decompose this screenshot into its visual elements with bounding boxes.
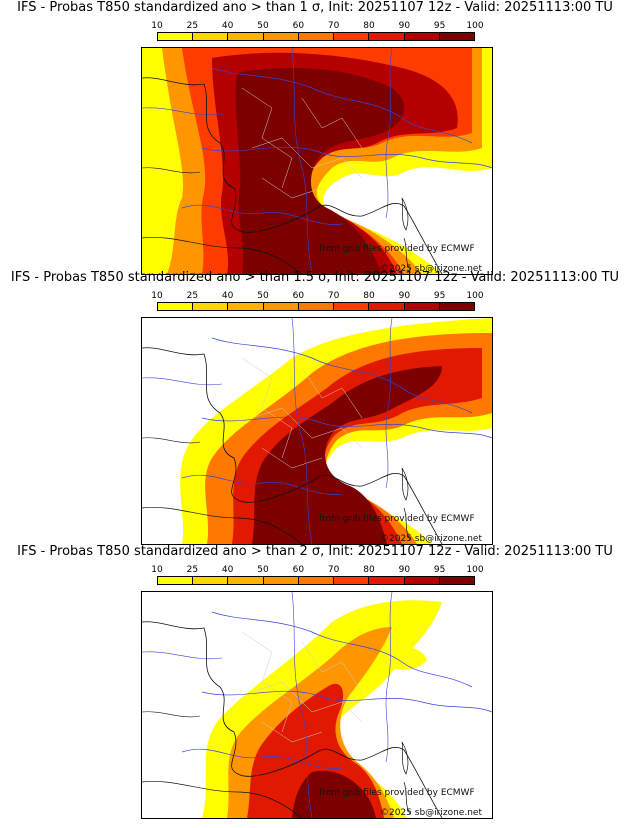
colorbar-swatch xyxy=(193,577,229,584)
colorbar-tick-label: 25 xyxy=(186,565,199,575)
colorbar-tick-label: 70 xyxy=(327,291,340,301)
copyright-credit: ©2025 sb@irizone.net xyxy=(380,264,482,274)
colorbar-tick-label: 40 xyxy=(221,291,234,301)
colorbar-swatch xyxy=(228,577,264,584)
colorbar-tick-label: 10 xyxy=(151,21,163,31)
colorbar-swatch xyxy=(369,577,405,584)
colorbar-tick-label: 100 xyxy=(466,291,484,301)
probability-map xyxy=(141,47,493,275)
colorbar-swatch xyxy=(334,303,370,310)
map-panel-3: IFS - Probas T850 standardized ano > tha… xyxy=(0,544,630,820)
map-panel-1: IFS - Probas T850 standardized ano > tha… xyxy=(0,0,630,276)
colorbar-tick-label: 80 xyxy=(363,291,375,301)
colorbar-tick-label: 50 xyxy=(257,565,269,575)
colorbar-swatch xyxy=(404,33,440,40)
panel-title: IFS - Probas T850 standardized ano > tha… xyxy=(10,270,620,285)
colorbar-swatch xyxy=(439,303,474,310)
colorbar-swatch xyxy=(439,577,474,584)
colorbar-tick-label: 90 xyxy=(398,565,411,575)
colorbar-swatch xyxy=(158,33,194,40)
colorbar-swatch xyxy=(439,33,474,40)
colorbar-swatch xyxy=(334,33,370,40)
panel-title: IFS - Probas T850 standardized ano > tha… xyxy=(17,0,613,15)
source-credit: from grib files provided by ECMWF xyxy=(319,788,475,798)
colorbar-tick-label: 95 xyxy=(433,21,446,31)
colorbar-swatch xyxy=(369,303,405,310)
colorbar-tick-label: 10 xyxy=(151,565,163,575)
colorbar-tick-label: 50 xyxy=(257,21,269,31)
colorbar-swatch xyxy=(334,577,370,584)
colorbar-swatch xyxy=(263,577,299,584)
colorbar xyxy=(157,302,475,311)
colorbar-tick-label: 25 xyxy=(186,21,199,31)
panel-title: IFS - Probas T850 standardized ano > tha… xyxy=(17,544,613,559)
colorbar-tick-label: 90 xyxy=(398,291,411,301)
colorbar-tick-label: 60 xyxy=(292,21,305,31)
colorbar-tick-label: 100 xyxy=(466,565,484,575)
colorbar-tick-label: 100 xyxy=(466,21,484,31)
colorbar-swatch xyxy=(298,303,335,310)
colorbar-swatch xyxy=(263,33,299,40)
colorbar-tick-label: 60 xyxy=(292,565,305,575)
colorbar-swatch xyxy=(298,577,335,584)
colorbar-swatch xyxy=(369,33,405,40)
source-credit: from grib files provided by ECMWF xyxy=(319,514,475,524)
colorbar-swatch xyxy=(228,303,264,310)
colorbar-tick-label: 40 xyxy=(221,21,234,31)
source-credit: from grib files provided by ECMWF xyxy=(319,244,475,254)
colorbar-tick-label: 25 xyxy=(186,291,199,301)
colorbar xyxy=(157,576,475,585)
probability-map xyxy=(141,317,493,545)
map-canvas xyxy=(142,48,492,274)
colorbar-swatch xyxy=(404,303,440,310)
colorbar-tick-label: 90 xyxy=(398,21,411,31)
colorbar-tick-label: 80 xyxy=(363,565,375,575)
colorbar-swatch xyxy=(158,577,194,584)
colorbar-ticks: 10 25 40 50 60 70 80 90 95 100 xyxy=(151,564,483,576)
colorbar-tick-label: 70 xyxy=(327,565,340,575)
colorbar-ticks: 10 25 40 50 60 70 80 90 95 100 xyxy=(151,20,483,32)
colorbar-ticks: 10 25 40 50 60 70 80 90 95 100 xyxy=(151,290,483,302)
colorbar-swatch xyxy=(228,33,264,40)
colorbar-tick-label: 80 xyxy=(363,21,375,31)
map-canvas xyxy=(142,592,492,818)
colorbar-tick-label: 95 xyxy=(433,291,446,301)
map-canvas xyxy=(142,318,492,544)
colorbar-tick-label: 70 xyxy=(327,21,340,31)
colorbar-tick-label: 40 xyxy=(221,565,234,575)
colorbar-swatch xyxy=(158,303,194,310)
colorbar-swatch xyxy=(263,303,299,310)
copyright-credit: ©2025 sb@irizone.net xyxy=(380,534,482,544)
colorbar-swatch xyxy=(193,33,229,40)
probability-map xyxy=(141,591,493,819)
colorbar-tick-label: 95 xyxy=(433,565,446,575)
colorbar-tick-label: 50 xyxy=(257,291,269,301)
colorbar-swatch xyxy=(193,303,229,310)
colorbar-tick-label: 60 xyxy=(292,291,305,301)
copyright-credit: ©2025 sb@irizone.net xyxy=(380,808,482,818)
colorbar-tick-label: 10 xyxy=(151,291,163,301)
colorbar-swatch xyxy=(404,577,440,584)
colorbar-swatch xyxy=(298,33,335,40)
map-panel-2: IFS - Probas T850 standardized ano > tha… xyxy=(0,270,630,546)
colorbar xyxy=(157,32,475,41)
